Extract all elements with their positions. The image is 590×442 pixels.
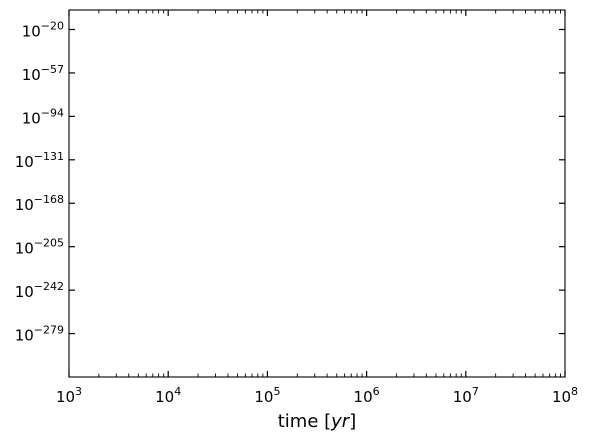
- y-tick-labels: 10−20 10−57 10−94 10−131 10−168 10−205 10−242 1…: [15, 19, 64, 344]
- y-tick-label: 10−168: [15, 193, 64, 214]
- y-tick-label: 10−20: [22, 19, 64, 40]
- x-axis-label: time [yr]: [278, 411, 357, 432]
- y-tick-label: 10−205: [15, 237, 64, 258]
- x-tick-label: 107: [453, 385, 479, 406]
- x-tick-label: 103: [56, 385, 82, 406]
- x-tick-label: 104: [155, 385, 181, 406]
- x-tick-label: 106: [354, 385, 380, 406]
- y-tick-label: 10−131: [15, 150, 64, 171]
- y-tick-label: 10−94: [22, 106, 64, 127]
- y-tick-label: 10−242: [15, 280, 64, 301]
- x-tick-label: 105: [254, 385, 280, 406]
- y-tick-label: 10−57: [22, 63, 64, 84]
- y-tick-label: 10−279: [15, 324, 64, 345]
- x-tick-label: 108: [552, 385, 578, 406]
- plot-area-frame: [68, 9, 566, 378]
- x-tick-labels: 103 104 105 106 107 108: [56, 385, 578, 406]
